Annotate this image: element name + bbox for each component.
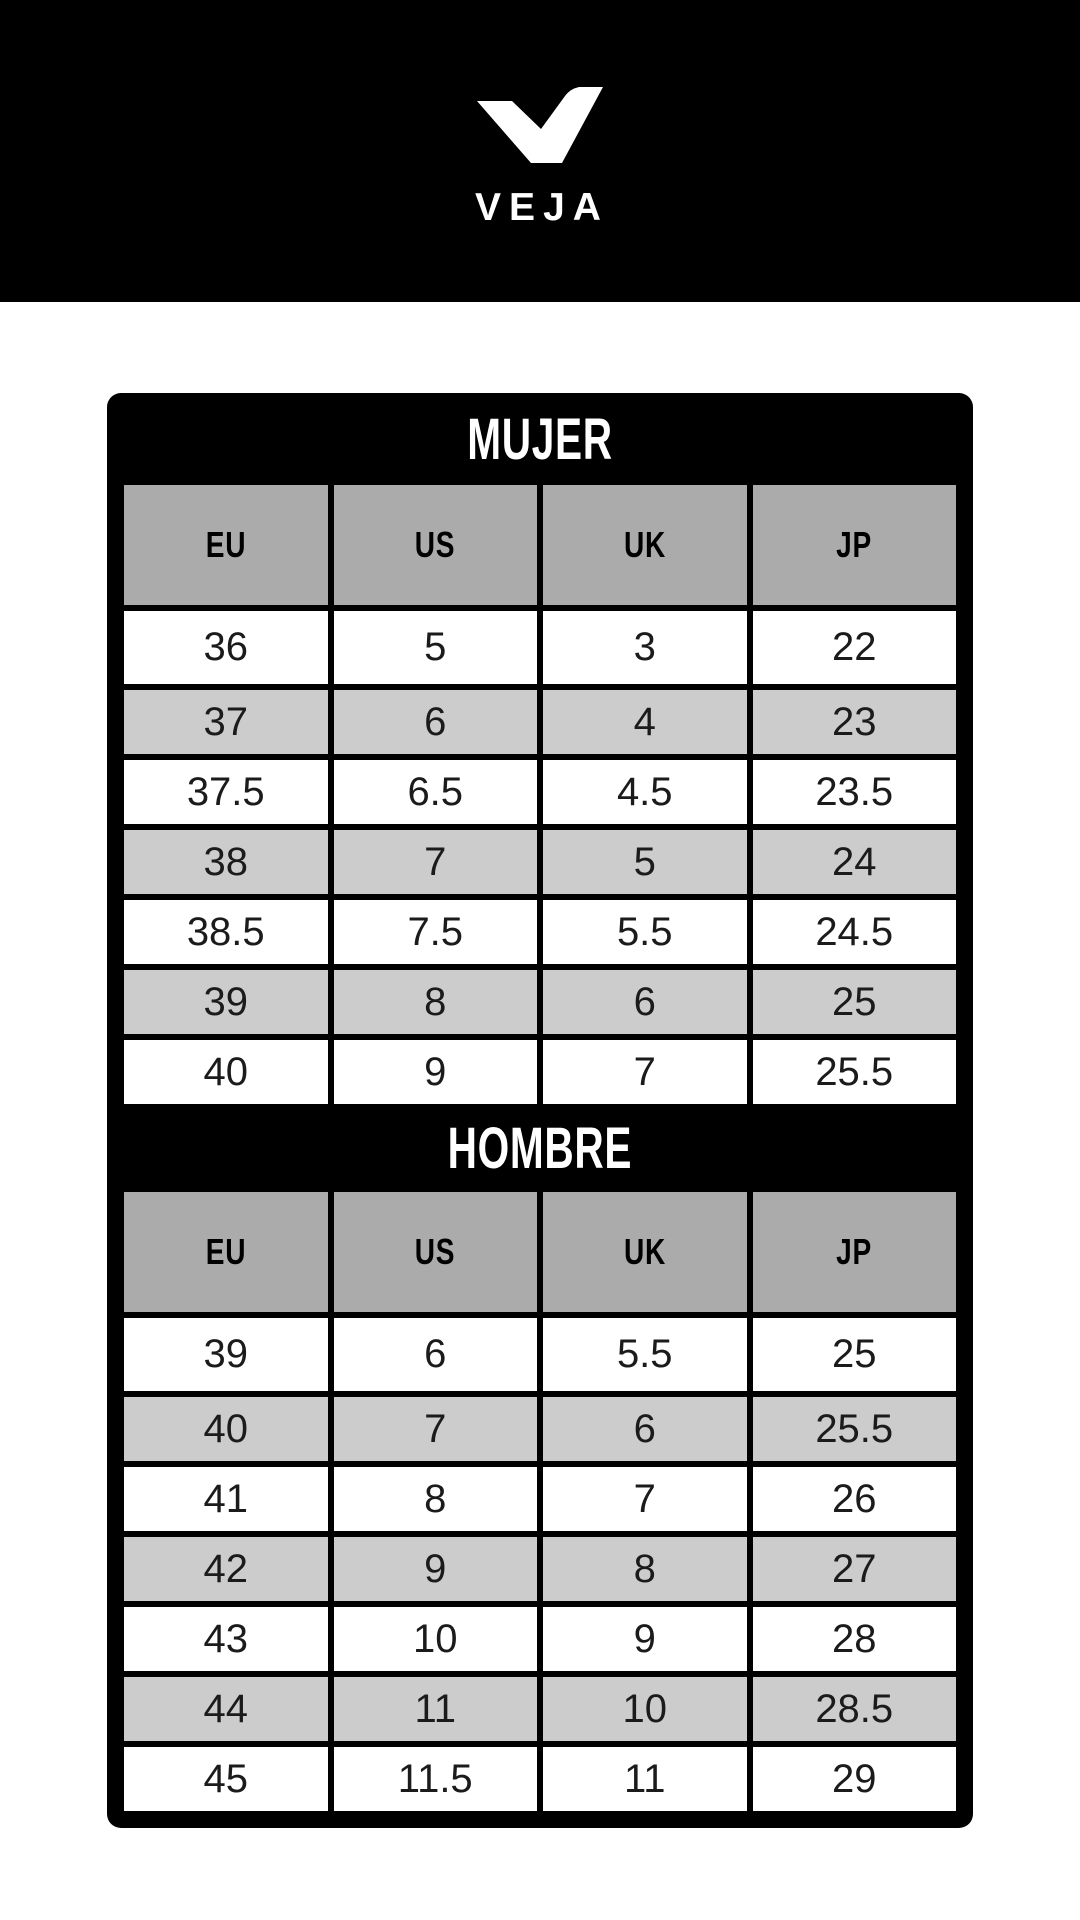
size-cell: 8 xyxy=(333,1467,537,1531)
column-header-cell: JP xyxy=(752,485,956,605)
size-cell: 6 xyxy=(543,970,747,1034)
veja-v-checkmark-icon xyxy=(477,87,603,163)
size-cell: 25 xyxy=(752,1318,956,1391)
size-cell: 25 xyxy=(752,970,956,1034)
size-cell: 40 xyxy=(124,1040,328,1104)
size-cell: 4 xyxy=(543,690,747,754)
size-table-hombre: EU US UK JP 39 6 5.5 25 40 7 6 25.5 41 8 7 26 42 9 8 27 43 10… xyxy=(124,1192,956,1811)
column-header-cell: US xyxy=(333,1192,537,1312)
size-cell: 5.5 xyxy=(543,1318,747,1391)
size-cell: 44 xyxy=(124,1677,328,1741)
size-cell: 10 xyxy=(333,1607,537,1671)
size-cell: 36 xyxy=(124,611,328,684)
size-cell: 39 xyxy=(124,970,328,1034)
column-header-cell: EU xyxy=(124,485,328,605)
size-chart-card: MUJER EU US UK JP 36 5 3 22 37 6 4 23 37.5 6.5 4.5 23.5 3… xyxy=(107,393,973,1828)
section-title: HOMBRE xyxy=(124,1104,956,1192)
section-title: MUJER xyxy=(124,393,956,485)
size-cell: 7 xyxy=(543,1467,747,1531)
column-header-cell: US xyxy=(333,485,537,605)
size-cell: 22 xyxy=(752,611,956,684)
size-cell: 25.5 xyxy=(752,1040,956,1104)
size-cell: 23 xyxy=(752,690,956,754)
size-cell: 42 xyxy=(124,1537,328,1601)
size-cell: 25.5 xyxy=(752,1397,956,1461)
size-cell: 5.5 xyxy=(543,900,747,964)
size-cell: 7 xyxy=(333,830,537,894)
size-cell: 11.5 xyxy=(333,1747,537,1811)
column-header-cell: JP xyxy=(752,1192,956,1312)
size-cell: 5 xyxy=(333,611,537,684)
column-header-text: US xyxy=(414,524,456,565)
brand-header: VEJA xyxy=(0,0,1080,302)
size-cell: 37.5 xyxy=(124,760,328,824)
size-cell: 6 xyxy=(543,1397,747,1461)
column-header-text: JP xyxy=(836,524,873,565)
size-cell: 28 xyxy=(752,1607,956,1671)
size-cell: 38 xyxy=(124,830,328,894)
column-header-text: EU xyxy=(205,524,247,565)
page: VEJA MUJER EU US UK JP 36 5 3 22 37 6 4 23 37.5 6.5 4.5… xyxy=(0,0,1080,1828)
size-cell: 29 xyxy=(752,1747,956,1811)
column-header-cell: UK xyxy=(543,485,747,605)
size-cell: 8 xyxy=(543,1537,747,1601)
column-header-text: JP xyxy=(836,1231,873,1272)
size-cell: 7 xyxy=(543,1040,747,1104)
size-cell: 5 xyxy=(543,830,747,894)
column-header-cell: UK xyxy=(543,1192,747,1312)
column-header-text: UK xyxy=(623,524,666,565)
size-cell: 27 xyxy=(752,1537,956,1601)
size-cell: 4.5 xyxy=(543,760,747,824)
size-cell: 24.5 xyxy=(752,900,956,964)
column-header-text: UK xyxy=(623,1231,666,1272)
size-cell: 38.5 xyxy=(124,900,328,964)
size-cell: 6 xyxy=(333,1318,537,1391)
size-cell: 11 xyxy=(543,1747,747,1811)
size-cell: 37 xyxy=(124,690,328,754)
column-header-text: EU xyxy=(205,1231,247,1272)
section-title-text: MUJER xyxy=(467,406,613,472)
size-cell: 9 xyxy=(333,1537,537,1601)
size-cell: 7 xyxy=(333,1397,537,1461)
column-header-text: US xyxy=(414,1231,456,1272)
size-cell: 41 xyxy=(124,1467,328,1531)
size-cell: 43 xyxy=(124,1607,328,1671)
size-cell: 24 xyxy=(752,830,956,894)
size-cell: 39 xyxy=(124,1318,328,1391)
size-cell: 40 xyxy=(124,1397,328,1461)
size-cell: 23.5 xyxy=(752,760,956,824)
column-header-cell: EU xyxy=(124,1192,328,1312)
size-cell: 10 xyxy=(543,1677,747,1741)
size-cell: 6.5 xyxy=(333,760,537,824)
brand-wordmark: VEJA xyxy=(475,186,609,229)
size-cell: 8 xyxy=(333,970,537,1034)
size-cell: 45 xyxy=(124,1747,328,1811)
section-title-text: HOMBRE xyxy=(447,1115,633,1181)
size-cell: 7.5 xyxy=(333,900,537,964)
size-cell: 3 xyxy=(543,611,747,684)
size-cell: 9 xyxy=(333,1040,537,1104)
size-cell: 28.5 xyxy=(752,1677,956,1741)
size-table-mujer: EU US UK JP 36 5 3 22 37 6 4 23 37.5 6.5 4.5 23.5 38 7 5 24… xyxy=(124,485,956,1104)
size-cell: 9 xyxy=(543,1607,747,1671)
size-cell: 26 xyxy=(752,1467,956,1531)
size-cell: 6 xyxy=(333,690,537,754)
size-cell: 11 xyxy=(333,1677,537,1741)
